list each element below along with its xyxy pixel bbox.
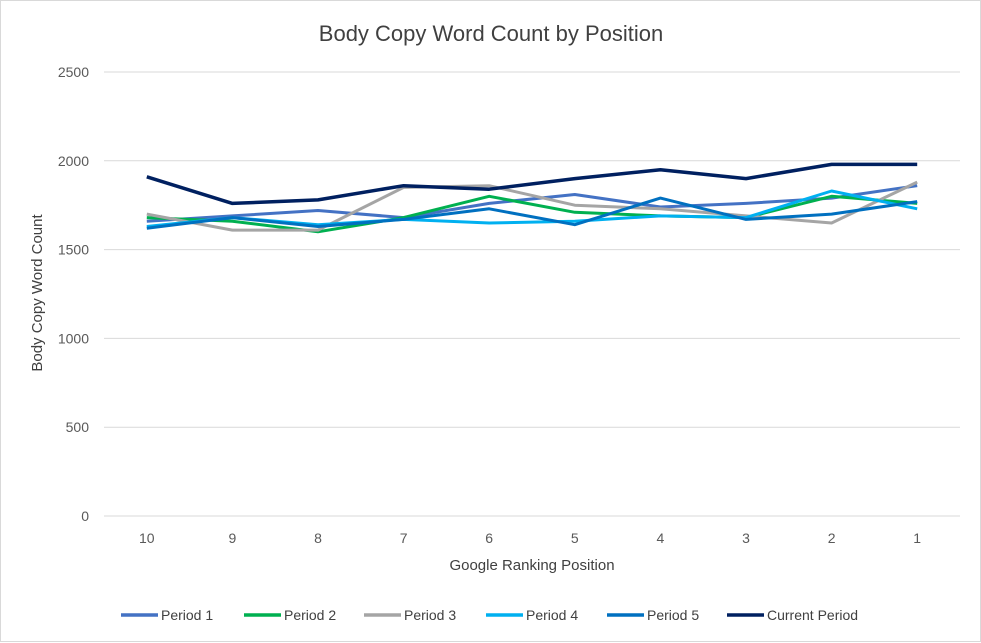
- y-tick-label: 2000: [58, 153, 89, 169]
- x-tick-label: 3: [742, 530, 750, 546]
- legend-label: Period 5: [647, 607, 699, 623]
- x-tick-label: 7: [400, 530, 408, 546]
- x-axis-title: Google Ranking Position: [449, 557, 614, 574]
- y-tick-label: 2500: [58, 64, 89, 80]
- legend: Period 1 Period 2 Period 3 Period 4 Period 5…: [121, 607, 858, 623]
- x-axis-ticks: 10 9 8 7 6 5 4 3 2 1: [139, 530, 921, 546]
- legend-label: Period 4: [526, 607, 578, 623]
- series-line-period-3: [146, 180, 918, 232]
- y-axis-ticks: 0 500 1000 1500 2000 2500: [58, 64, 89, 524]
- legend-item: Period 4: [486, 607, 578, 623]
- x-tick-label: 2: [828, 530, 836, 546]
- gridlines: [104, 71, 960, 517]
- x-tick-label: 9: [229, 530, 237, 546]
- legend-item: Period 2: [244, 607, 336, 623]
- legend-item: Current Period: [727, 607, 858, 623]
- x-tick-label: 8: [314, 530, 322, 546]
- legend-label: Period 1: [161, 607, 213, 623]
- series-line-period-5: [146, 196, 918, 230]
- legend-item: Period 1: [121, 607, 213, 623]
- legend-label: Period 2: [284, 607, 336, 623]
- series-line-period-1: [146, 184, 918, 223]
- x-tick-label: 4: [657, 530, 665, 546]
- x-tick-label: 6: [485, 530, 493, 546]
- x-tick-label: 5: [571, 530, 579, 546]
- series-lines: [146, 162, 918, 234]
- legend-label: Current Period: [767, 607, 858, 623]
- chart-title: Body Copy Word Count by Position: [319, 21, 663, 46]
- x-tick-label: 10: [139, 530, 155, 546]
- legend-item: Period 5: [607, 607, 699, 623]
- y-tick-label: 1000: [58, 330, 89, 346]
- legend-label: Period 3: [404, 607, 456, 623]
- x-tick-label: 1: [913, 530, 921, 546]
- legend-item: Period 3: [364, 607, 456, 623]
- y-tick-label: 0: [81, 508, 89, 524]
- series-line-period-2: [146, 194, 918, 234]
- series-line-current-period: [146, 162, 918, 206]
- y-tick-label: 1500: [58, 242, 89, 258]
- y-axis-title: Body Copy Word Count: [29, 214, 46, 372]
- y-tick-label: 500: [66, 419, 90, 435]
